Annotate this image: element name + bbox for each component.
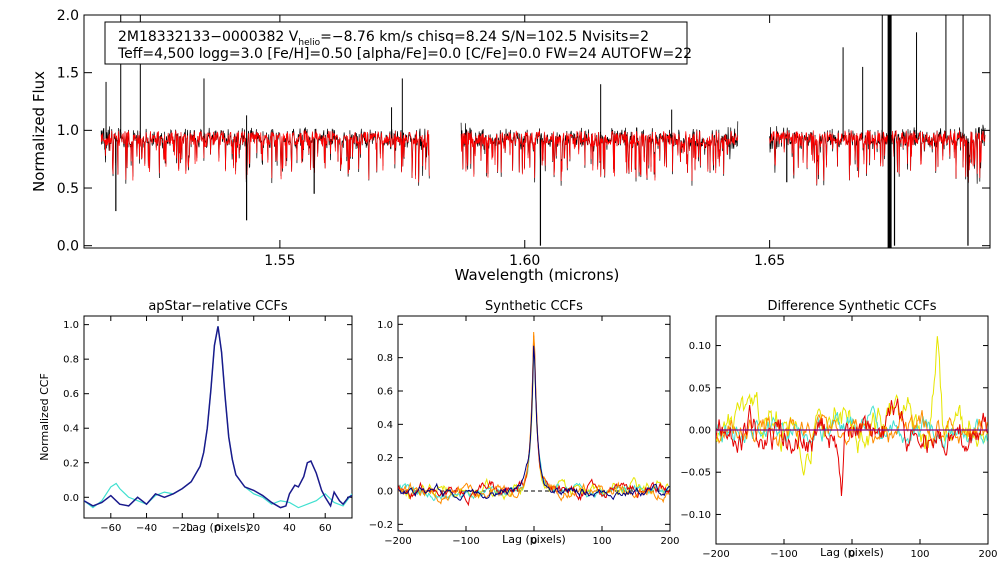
x-tick-label: 60 — [319, 523, 332, 534]
chart-title: Synthetic CCFs — [485, 299, 583, 314]
difference-series — [716, 410, 988, 447]
y-tick-label: 0.8 — [377, 353, 393, 364]
x-axis-label: Wavelength (microns) — [455, 266, 620, 284]
y-tick-label: −0.10 — [680, 510, 711, 521]
x-tick-label: −100 — [452, 536, 479, 547]
y-tick-label: −0.05 — [680, 468, 711, 479]
x-tick-label: 1.60 — [509, 253, 540, 269]
synthetic-ccf-panel: −200 −100 0 100 200 −0.2 0.0 0.2 0.4 0.6 0.8 1.0 Syn… — [369, 299, 680, 547]
x-tick-label: 0 — [531, 536, 537, 547]
y-tick-label: 1.0 — [377, 320, 393, 331]
chart-title: Difference Synthetic CCFs — [767, 299, 936, 314]
x-tick-label: 0 — [849, 549, 855, 560]
y-tick-label: 0.00 — [689, 426, 711, 437]
info-box: 2M18332133−0000382 Vhelio=−8.76 km/s chi… — [104, 21, 692, 65]
y-tick-label: 0.10 — [689, 341, 711, 352]
y-tick-label: 0.5 — [57, 181, 79, 197]
info-line-2: Teff=4,500 logg=3.0 [Fe/H]=0.50 [alpha/F… — [117, 46, 692, 62]
x-tick-label: −200 — [384, 536, 411, 547]
plot-frame — [83, 315, 353, 519]
y-tick-label: 0.4 — [63, 424, 79, 435]
synthetic-data — [398, 331, 670, 507]
saturated-band — [887, 15, 892, 248]
helio-subscript: helio — [298, 38, 320, 48]
y-tick-label: 1.5 — [57, 66, 79, 82]
y-tick-label: 0.05 — [689, 383, 711, 394]
difference-ccf-panel: −200 −100 0 100 200 −0.10 −0.05 0.00 0.05 0.10 Dif… — [680, 299, 997, 560]
x-tick-label: 100 — [592, 536, 611, 547]
y-tick-label: 0.8 — [63, 355, 79, 366]
x-tick-label: 0 — [215, 523, 221, 534]
y-tick-label: −0.2 — [369, 520, 393, 531]
apstar-ccf-panel: −60 −40 −20 0 20 40 60 0.0 0.2 0.4 0.6 0.8 1.0 apStar… — [38, 299, 353, 534]
x-tick-label: 40 — [283, 523, 296, 534]
spectrum-data — [100, 15, 986, 248]
x-tick-label: 200 — [978, 549, 997, 560]
model-series — [460, 130, 739, 181]
synthetic-series — [398, 345, 670, 501]
x-axis-label: Lag (pixels) — [820, 546, 884, 559]
x-tick-label: 200 — [660, 536, 679, 547]
synthetic-series — [398, 331, 670, 505]
x-tick-label: 100 — [910, 549, 929, 560]
y-tick-label: 0.0 — [377, 487, 393, 498]
apstar-data — [84, 326, 352, 509]
model-series — [769, 130, 986, 185]
model-series — [100, 129, 430, 183]
y-tick-label: 0.4 — [377, 420, 393, 431]
y-tick-label: 2.0 — [57, 8, 79, 24]
x-tick-label: −200 — [702, 549, 729, 560]
difference-data — [716, 336, 988, 496]
x-tick-label: −20 — [172, 523, 193, 534]
info-box-frame — [104, 21, 688, 65]
x-tick-label: 20 — [247, 523, 260, 534]
y-axis-label: Normalized CCF — [38, 373, 51, 461]
star-id: 2M18332133−0000382 V — [118, 29, 299, 45]
y-tick-label: 0.2 — [377, 453, 393, 464]
chart-title: apStar−relative CCFs — [148, 299, 288, 314]
difference-series — [716, 398, 988, 496]
visit-2-series — [84, 326, 352, 509]
x-tick-label: −60 — [100, 523, 121, 534]
y-tick-label: 0.6 — [377, 387, 393, 398]
y-tick-label: 0.2 — [63, 458, 79, 469]
y-tick-label: 1.0 — [57, 123, 79, 139]
y-tick-label: 0.6 — [63, 389, 79, 400]
y-axis-label: Normalized Flux — [30, 71, 48, 192]
fit-stats: =−8.76 km/s chisq=8.24 S/N=102.5 Nvisits… — [320, 29, 649, 45]
synthetic-series — [398, 351, 670, 501]
x-axis-label: Lag (pixels) — [502, 533, 566, 546]
y-tick-label: 0.0 — [63, 493, 79, 504]
plot-frame — [83, 14, 991, 249]
visit-1-series — [84, 326, 352, 509]
y-tick-label: 1.0 — [63, 320, 79, 331]
y-tick-label: 0.0 — [57, 239, 79, 255]
info-line-1: 2M18332133−0000382 Vhelio=−8.76 km/s chi… — [118, 29, 649, 48]
x-tick-label: 1.65 — [754, 253, 785, 269]
x-tick-label: 1.55 — [264, 253, 295, 269]
x-tick-label: −100 — [770, 549, 797, 560]
x-axis-label: Lag (pixels) — [186, 521, 250, 534]
spectrum-panel: 1.55 1.60 1.65 0.0 0.5 1.0 1.5 2.0 Wavelength (m… — [30, 8, 991, 284]
x-tick-label: −40 — [136, 523, 157, 534]
